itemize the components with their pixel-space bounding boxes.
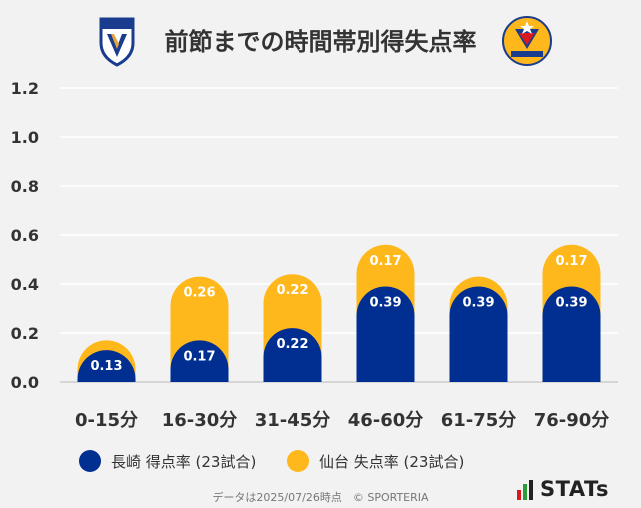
data-label-sendai: 0.17 (369, 254, 401, 269)
bar-nagasaki (542, 286, 601, 382)
y-tick-label: 0.2 (11, 324, 39, 343)
chart-title: 前節までの時間帯別得失点率 (164, 28, 477, 56)
x-tick-label: 61-75分 (441, 410, 517, 431)
data-label-nagasaki: 0.39 (555, 295, 587, 310)
x-tick-label: 46-60分 (348, 410, 424, 431)
nagasaki-crest-icon (98, 17, 136, 71)
stacked-bar-chart: 0.0 0.2 0.4 0.6 0.8 1.0 1.2 0.13 0-15分 0.17 0.26 16… (11, 79, 618, 431)
y-tick-label: 1.2 (11, 79, 39, 98)
bar-nagasaki (356, 286, 415, 382)
stats-logo: STATs (517, 478, 609, 500)
stats-bars-icon (517, 480, 535, 500)
bar-nagasaki (263, 328, 322, 382)
stats-brand-text: STATs (540, 477, 609, 501)
data-label-nagasaki: 0.17 (183, 349, 215, 364)
legend-nagasaki-swatch (79, 450, 101, 472)
bar-nagasaki (77, 350, 136, 382)
bar-nagasaki (449, 286, 508, 382)
y-tick-label: 1.0 (11, 128, 39, 147)
footer-note: データは2025/07/26時点 © SPORTERIA (212, 491, 429, 504)
data-label-sendai: 0.26 (183, 286, 215, 301)
legend-sendai: 仙台 失点率 (23試合) (287, 450, 464, 472)
legend-nagasaki: 長崎 得点率 (23試合) (79, 450, 256, 472)
data-label-nagasaki: 0.13 (90, 359, 122, 374)
data-label-nagasaki: 0.39 (462, 295, 494, 310)
data-label-sendai: 0.22 (276, 283, 308, 298)
sendai-crest-icon (501, 15, 553, 71)
y-tick-label: 0.6 (11, 226, 39, 245)
legend-sendai-swatch (287, 450, 309, 472)
data-label-sendai: 0.17 (555, 254, 587, 269)
y-tick-label: 0.0 (11, 373, 39, 392)
legend-nagasaki-label: 長崎 得点率 (23試合) (111, 452, 257, 471)
data-label-nagasaki: 0.39 (369, 295, 401, 310)
x-tick-label: 0-15分 (75, 410, 138, 431)
x-tick-label: 31-45分 (255, 410, 331, 431)
bar-nagasaki (170, 340, 229, 382)
x-tick-label: 76-90分 (534, 410, 610, 431)
y-tick-label: 0.8 (11, 177, 39, 196)
legend-sendai-label: 仙台 失点率 (23試合) (319, 452, 465, 471)
data-label-nagasaki: 0.22 (276, 337, 308, 352)
x-tick-label: 16-30分 (162, 410, 238, 431)
y-tick-label: 0.4 (11, 275, 39, 294)
